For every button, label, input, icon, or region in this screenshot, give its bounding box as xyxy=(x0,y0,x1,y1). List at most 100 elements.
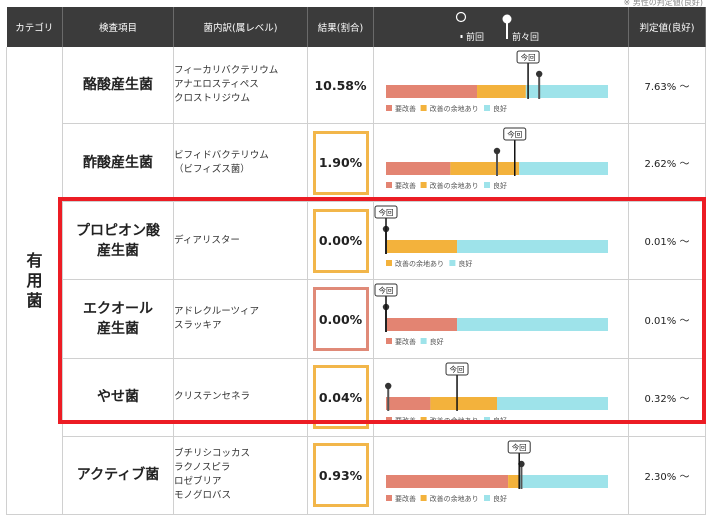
prev-marker-stem xyxy=(460,35,463,38)
text-line: ディアリスター xyxy=(174,234,240,246)
prev-marker-stem xyxy=(387,386,390,411)
legend-label-good: 良好 xyxy=(458,259,472,268)
reference-value: 2.30% 〜 xyxy=(628,436,706,516)
legend-label-mid: 改善の余地あり xyxy=(395,259,444,268)
legend-swatch-good xyxy=(484,416,490,423)
text-line: プロピオン酸 xyxy=(76,222,160,239)
text-line: アクティブ菌 xyxy=(76,467,160,484)
result-cell: 10.58% xyxy=(307,47,374,125)
header-graph: 前回 前々回 xyxy=(373,7,629,47)
text-line: やせ菌 xyxy=(97,389,139,406)
header-reference: 判定値(良好) xyxy=(628,7,706,47)
legend-swatch-mid xyxy=(420,494,427,501)
bar-segment-bad xyxy=(386,85,478,98)
bar-segment-good xyxy=(457,240,608,254)
now-marker-box xyxy=(374,283,398,297)
text-line: アナエロスティペス xyxy=(174,79,259,91)
genus-list: フィーカリバクテリウム アナエロスティペス クロストリジウム xyxy=(173,47,308,125)
legend-swatch-bad xyxy=(386,416,392,423)
text-line: ビフィドバクテリウム xyxy=(174,149,269,161)
now-marker-box xyxy=(507,440,531,454)
legend-swatch-mid xyxy=(420,416,427,423)
legend-swatch-good xyxy=(449,260,456,267)
bar-segment-bad xyxy=(386,318,458,332)
table-row: やせ菌 クリステンセネラ 0.04% 今回 要改善 改善の余地あり 良好 0.32% … xyxy=(7,358,706,437)
table-row: 酢酸産生菌 ビフィドバクテリウム （ビフィズス菌） 1.90% 今回 要改善 改善の余… xyxy=(7,123,706,203)
now-marker-line xyxy=(456,374,458,411)
graph-cell: 今回 要改善 改善の余地あり 良好 xyxy=(373,358,629,437)
category-cell: 有用菌 xyxy=(6,47,63,515)
result-value: 0.04% xyxy=(312,365,369,430)
now-marker-label: 今回 xyxy=(521,52,536,62)
legend-swatch-bad xyxy=(386,494,392,501)
legend-label-bad: 要改善 xyxy=(395,337,416,346)
legend-swatch-good xyxy=(484,494,490,501)
legend-label-mid: 改善の余地あり xyxy=(430,494,479,503)
prev2-marker-icon xyxy=(502,14,512,24)
bar-segment-bad xyxy=(386,396,431,410)
table-row: プロピオン酸 産生菌 ディアリスター 0.00% 今回 改善の余地あり 良好 0.01… xyxy=(7,201,706,281)
reference-value: 7.63% 〜 xyxy=(628,47,706,125)
text-line: エクオール xyxy=(83,301,153,318)
result-cell: 0.00% xyxy=(307,279,374,359)
bar-segment-good xyxy=(497,396,608,410)
now-marker-box xyxy=(445,362,469,376)
legend-swatch-mid xyxy=(420,182,427,189)
bar-segment-good xyxy=(519,162,608,176)
bar-segment-bad xyxy=(386,162,451,176)
header-graph-legend: 前回 前々回 xyxy=(455,11,539,43)
bar-segment-good xyxy=(525,85,608,98)
reference-value: 0.32% 〜 xyxy=(628,358,706,437)
item-name: 酢酸産生菌 xyxy=(62,123,174,203)
prev-marker-dot xyxy=(535,70,543,78)
header-row: カテゴリ 検査項目 菌内訳(属レベル) 結果(割合) 前回 前々回 判定値(良好… xyxy=(6,7,706,47)
text-line: クリステンセネラ xyxy=(174,391,251,403)
table-row: 有用菌 酪酸産生菌 フィーカリバクテリウム アナエロスティペス クロストリジウム 1… xyxy=(6,47,706,515)
now-marker-line xyxy=(527,63,529,99)
item-name: エクオール 産生菌 xyxy=(62,279,174,359)
prev-marker-stem xyxy=(520,464,523,489)
now-marker-line xyxy=(518,452,520,489)
result-cell: 0.04% xyxy=(307,358,374,437)
legend-label-mid: 改善の余地あり xyxy=(430,416,479,425)
prev-marker-dot xyxy=(385,382,392,389)
now-marker-label: 今回 xyxy=(512,442,527,452)
legend-swatch-good xyxy=(484,182,490,189)
category-label: 有用菌 xyxy=(26,250,43,310)
now-marker-label: 今回 xyxy=(450,364,465,374)
genus-list: クリステンセネラ xyxy=(173,358,308,437)
legend-label-bad: 要改善 xyxy=(395,181,416,190)
legend-label-mid: 改善の余地あり xyxy=(430,104,479,113)
now-marker-line xyxy=(514,140,516,177)
graph-cell: 今回 要改善 改善の余地あり 良好 xyxy=(373,436,629,516)
legend-label-good: 良好 xyxy=(493,181,507,190)
table-row: エクオール 産生菌 アドレクルーツィア スラッキア 0.00% 今回 要改善 良好 0.… xyxy=(7,279,706,359)
reference-value: 2.62% 〜 xyxy=(628,123,706,203)
legend-label-bad: 要改善 xyxy=(395,494,416,503)
result-value: 10.58% xyxy=(314,77,367,93)
now-marker-box xyxy=(503,127,527,141)
legend-swatch-mid xyxy=(420,105,427,111)
header-prev2-label: 前々回 xyxy=(512,31,539,43)
text-line: 産生菌 xyxy=(97,321,139,338)
graph-cell: 今回 要改善 改善の余地あり 良好 xyxy=(373,123,629,203)
item-name: プロピオン酸 産生菌 xyxy=(62,201,174,281)
graph-cell: 今回 要改善 改善の余地あり 良好 xyxy=(373,47,629,125)
now-marker-line xyxy=(385,296,387,333)
legend-swatch-bad xyxy=(386,105,392,111)
result-cell: 1.90% xyxy=(307,123,374,203)
result-value: 0.93% xyxy=(312,443,369,508)
item-name: 酪酸産生菌 xyxy=(62,47,174,125)
text-line: 酪酸産生菌 xyxy=(83,77,153,94)
item-name: アクティブ菌 xyxy=(62,436,174,516)
legend-swatch-good xyxy=(484,105,490,111)
legend-label-mid: 改善の余地あり xyxy=(430,181,479,190)
now-marker-label: 今回 xyxy=(379,207,394,217)
bar-segment-good xyxy=(519,474,608,488)
prev-marker-dot xyxy=(493,147,501,155)
